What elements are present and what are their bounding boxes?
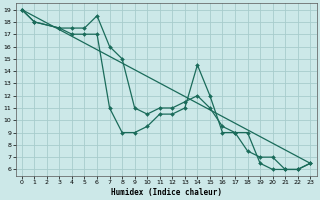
X-axis label: Humidex (Indice chaleur): Humidex (Indice chaleur) [110, 188, 221, 197]
